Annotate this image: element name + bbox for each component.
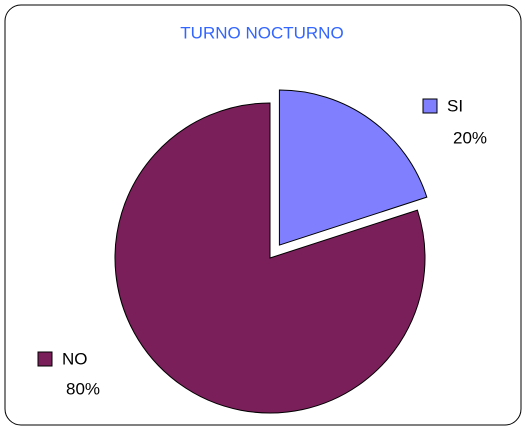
- slice-name: NO: [62, 349, 88, 368]
- legend-swatch: [422, 98, 438, 114]
- pie-slice: [278, 89, 428, 246]
- slice-value-label: 80%: [66, 379, 100, 398]
- slice-value-label: 20%: [453, 128, 487, 147]
- pie-slice: [114, 102, 426, 414]
- chart-title: TURNO NOCTURNO: [180, 23, 343, 42]
- legend-swatch: [37, 351, 53, 367]
- slice-name: SI: [447, 96, 463, 115]
